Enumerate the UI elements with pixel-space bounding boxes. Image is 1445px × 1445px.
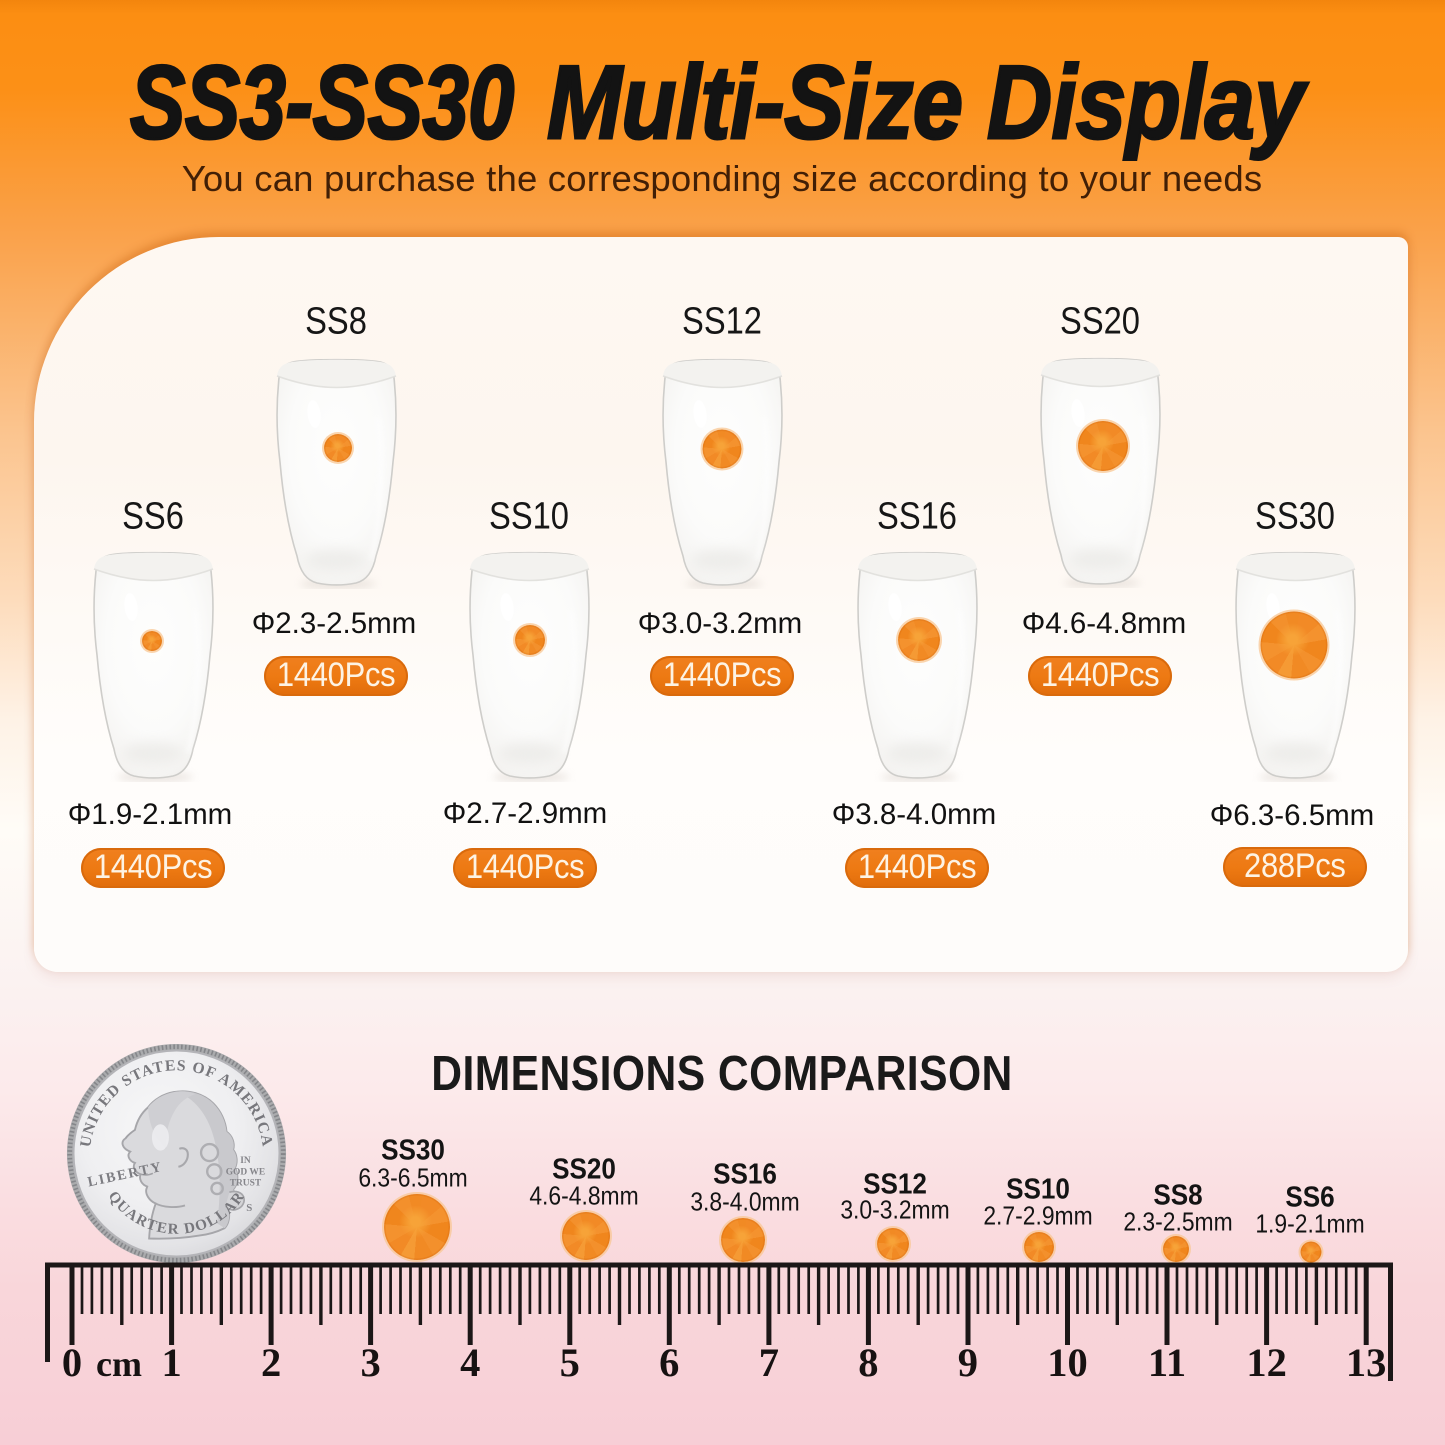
svg-text:10: 10 — [1047, 1340, 1088, 1385]
svg-text:13: 13 — [1346, 1340, 1387, 1385]
svg-text:7: 7 — [759, 1340, 779, 1385]
svg-text:TRUST: TRUST — [230, 1179, 262, 1189]
svg-text:6: 6 — [659, 1340, 679, 1385]
svg-text:3: 3 — [360, 1340, 380, 1385]
svg-text:1: 1 — [161, 1340, 181, 1385]
svg-text:cm: cm — [96, 1344, 142, 1384]
svg-text:2: 2 — [261, 1340, 281, 1385]
svg-text:IN: IN — [240, 1156, 251, 1166]
svg-text:GOD WE: GOD WE — [226, 1167, 265, 1177]
svg-text:5: 5 — [560, 1340, 580, 1385]
svg-text:4: 4 — [460, 1340, 480, 1385]
svg-text:11: 11 — [1148, 1340, 1186, 1385]
svg-text:9: 9 — [958, 1340, 978, 1385]
svg-text:8: 8 — [858, 1340, 878, 1385]
svg-text:0: 0 — [62, 1340, 82, 1385]
svg-text:S: S — [246, 1202, 252, 1214]
svg-text:12: 12 — [1246, 1340, 1287, 1385]
